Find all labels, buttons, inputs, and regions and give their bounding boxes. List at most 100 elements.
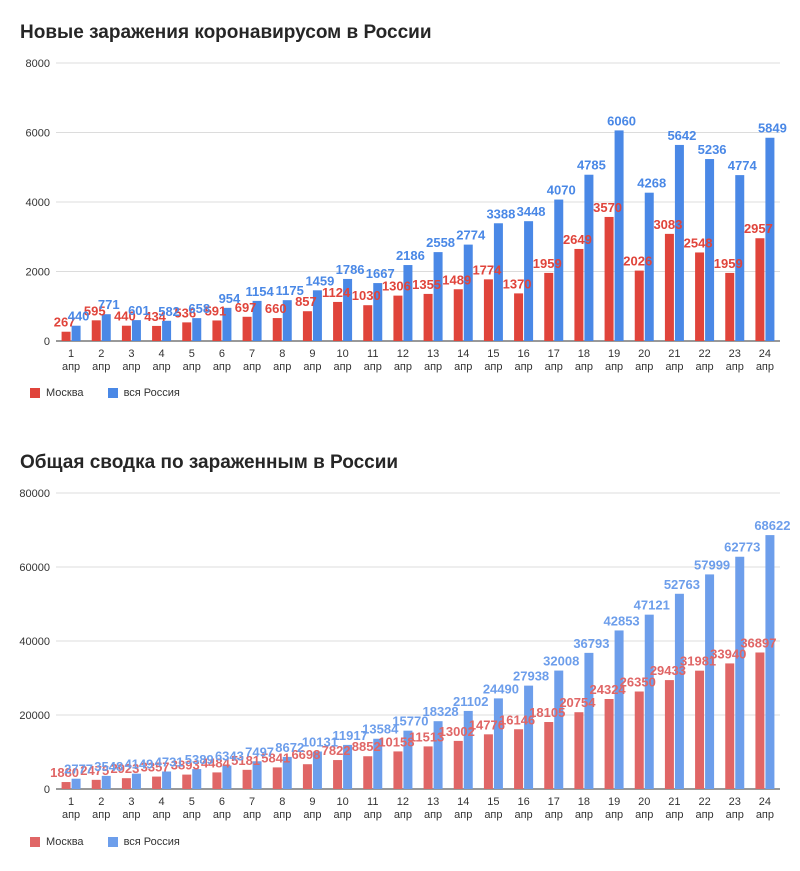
- x-tick-label: 15: [487, 348, 499, 360]
- x-tick-label: 20: [638, 796, 650, 808]
- data-label-moscow: 1774: [472, 262, 502, 277]
- legend-label-moscow: Москва: [46, 836, 84, 848]
- x-tick-label: апр: [364, 361, 382, 373]
- x-tick-label: апр: [635, 361, 653, 373]
- bar-russia: [373, 738, 383, 789]
- bar-moscow: [333, 760, 343, 789]
- x-tick-label: 20: [638, 348, 650, 360]
- data-label-moscow: 31981: [680, 654, 716, 669]
- data-label-moscow: 1124: [322, 285, 351, 300]
- bar-russia: [524, 685, 534, 789]
- bar-russia: [192, 318, 202, 341]
- data-label-moscow: 1959: [533, 256, 562, 271]
- bar-russia: [493, 223, 503, 341]
- data-label-moscow: 24324: [590, 682, 627, 697]
- data-label-moscow: 1880: [50, 765, 79, 780]
- x-tick-label: апр: [454, 361, 472, 373]
- bar-russia: [343, 744, 353, 789]
- x-tick-label: 4: [159, 348, 165, 360]
- legend-label-russia: вся Россия: [123, 387, 180, 399]
- legend-swatch-moscow: [30, 837, 40, 847]
- bar-russia: [433, 721, 443, 789]
- x-tick-label: 12: [397, 348, 409, 360]
- bar-russia: [373, 283, 383, 341]
- bar-moscow: [212, 320, 222, 341]
- bar-russia: [735, 175, 745, 341]
- data-label-russia: 658: [188, 301, 210, 316]
- bar-moscow: [272, 318, 282, 341]
- bar-russia: [524, 221, 534, 341]
- data-label-moscow: 3570: [593, 200, 622, 215]
- bar-russia: [463, 244, 473, 341]
- bar-russia: [584, 174, 594, 341]
- x-tick-label: апр: [484, 809, 502, 821]
- data-label-russia: 4731: [155, 754, 184, 769]
- bar-moscow: [664, 233, 674, 341]
- x-tick-label: апр: [514, 809, 532, 821]
- x-tick-label: 18: [578, 348, 590, 360]
- y-tick-label: 4000: [26, 197, 50, 209]
- x-tick-label: 9: [309, 796, 315, 808]
- data-label-russia: 18328: [423, 704, 459, 719]
- bar-russia: [644, 614, 654, 789]
- bar-russia: [765, 137, 775, 341]
- x-tick-label: 22: [698, 796, 710, 808]
- x-tick-label: апр: [424, 361, 442, 373]
- bar-russia: [735, 556, 745, 789]
- data-label-moscow: 1489: [442, 272, 471, 287]
- bar-moscow: [272, 767, 282, 789]
- data-label-russia: 5236: [698, 142, 727, 157]
- chart-legend: Москва вся Россия: [30, 836, 180, 848]
- bar-russia: [463, 710, 473, 789]
- y-tick-label: 60000: [19, 562, 50, 574]
- data-label-russia: 4785: [577, 158, 606, 173]
- data-label-russia: 36793: [573, 636, 609, 651]
- x-tick-label: апр: [303, 809, 321, 821]
- chart-total-infections-plot: 0200004000060000800001апр2апр3апр4апр5ап…: [19, 488, 790, 821]
- x-tick-label: 7: [249, 796, 255, 808]
- data-label-moscow: 33940: [710, 646, 746, 661]
- x-tick-label: апр: [183, 361, 201, 373]
- data-label-moscow: 11513: [409, 729, 444, 744]
- data-label-russia: 2186: [396, 248, 425, 263]
- x-tick-label: апр: [424, 809, 442, 821]
- bar-russia: [162, 771, 172, 789]
- data-label-moscow: 7822: [322, 743, 351, 758]
- data-label-moscow: 3357: [141, 760, 170, 775]
- data-label-moscow: 16146: [499, 712, 535, 727]
- data-label-moscow: 440: [114, 309, 136, 324]
- bar-russia: [705, 574, 715, 789]
- x-tick-label: 23: [729, 796, 741, 808]
- bar-russia: [312, 751, 322, 789]
- bar-moscow: [574, 248, 584, 341]
- data-label-moscow: 1355: [412, 277, 441, 292]
- x-tick-label: 14: [457, 348, 469, 360]
- bar-russia: [493, 698, 503, 789]
- x-tick-label: апр: [303, 361, 321, 373]
- x-tick-label: апр: [243, 361, 261, 373]
- x-tick-label: 8: [279, 348, 285, 360]
- x-tick-label: апр: [454, 809, 472, 821]
- y-tick-label: 0: [44, 784, 50, 796]
- bar-russia: [343, 278, 353, 341]
- x-tick-label: 16: [517, 796, 529, 808]
- bar-moscow: [393, 295, 403, 341]
- data-label-moscow: 26350: [620, 675, 656, 690]
- chart-new-infections-plot: 020004000600080001апр2апр3апр4апр5апр6ап…: [26, 58, 787, 373]
- x-tick-label: апр: [665, 361, 683, 373]
- bar-moscow: [695, 252, 705, 341]
- data-label-russia: 5389: [185, 752, 214, 767]
- x-tick-label: апр: [545, 361, 563, 373]
- data-label-russia: 42853: [604, 613, 640, 628]
- data-label-russia: 5849: [758, 121, 787, 136]
- bar-russia: [403, 265, 413, 341]
- x-tick-label: 4: [159, 796, 165, 808]
- x-tick-label: апр: [243, 809, 261, 821]
- x-tick-label: апр: [514, 361, 532, 373]
- data-label-moscow: 5841: [261, 750, 290, 765]
- bar-russia: [765, 535, 775, 789]
- bar-russia: [674, 144, 684, 341]
- y-tick-label: 40000: [19, 636, 50, 648]
- x-tick-label: 9: [309, 348, 315, 360]
- bar-moscow: [604, 699, 614, 789]
